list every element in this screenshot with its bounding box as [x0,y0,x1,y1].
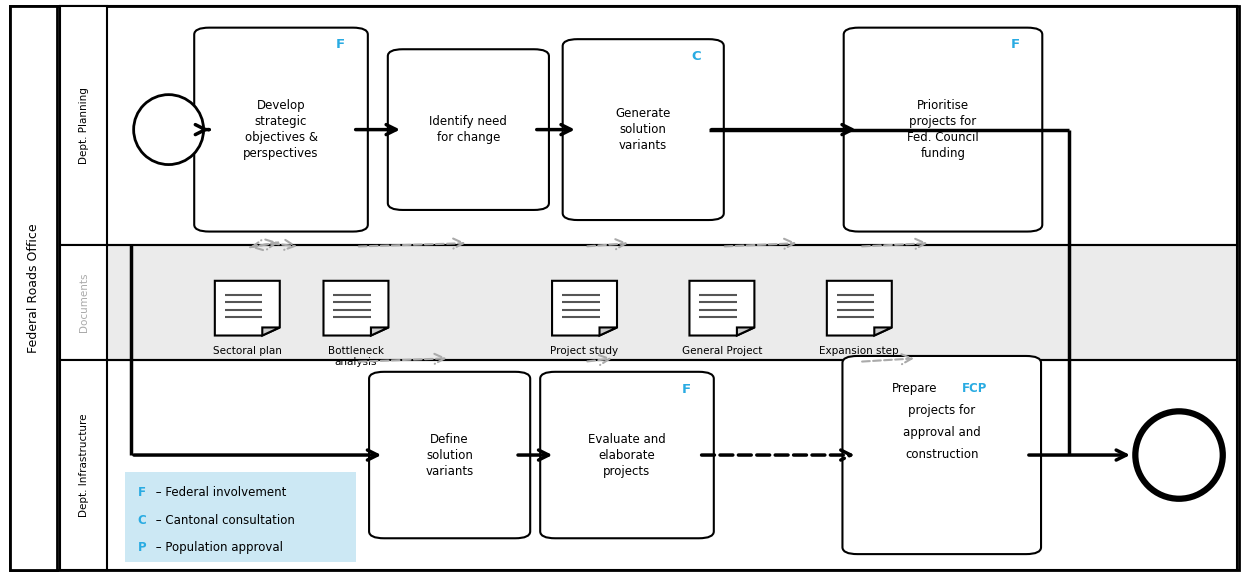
Text: Generate
solution
variants: Generate solution variants [616,107,671,152]
Text: C: C [137,514,146,526]
Text: Prepare: Prepare [892,382,937,395]
Polygon shape [874,327,892,335]
FancyBboxPatch shape [10,6,1239,570]
Polygon shape [323,281,388,335]
Polygon shape [371,327,388,335]
Text: FCP: FCP [962,382,987,395]
FancyBboxPatch shape [843,28,1042,232]
Text: F: F [682,382,691,396]
Text: F: F [1010,39,1019,51]
Polygon shape [600,327,617,335]
Text: Documents: Documents [79,272,89,332]
Ellipse shape [1135,411,1223,499]
Text: Bottleneck
analysis: Bottleneck analysis [328,346,383,367]
Polygon shape [827,281,892,335]
Text: Identify need
for change: Identify need for change [430,115,507,144]
FancyBboxPatch shape [387,50,550,210]
Text: – Cantonal consultation: – Cantonal consultation [152,514,295,526]
FancyBboxPatch shape [60,245,107,360]
FancyBboxPatch shape [60,360,107,570]
FancyBboxPatch shape [842,356,1042,554]
Text: General Project: General Project [682,346,762,356]
Text: – Population approval: – Population approval [152,541,284,554]
Text: approval and: approval and [903,426,980,439]
Polygon shape [262,327,280,335]
Text: – Federal involvement: – Federal involvement [152,486,287,499]
Text: Develop
strategic
objectives &
perspectives: Develop strategic objectives & perspecti… [244,99,318,160]
Text: Expansion step: Expansion step [819,346,899,356]
FancyBboxPatch shape [10,6,57,570]
Text: projects for: projects for [908,404,975,417]
FancyBboxPatch shape [60,6,107,245]
Text: Define
solution
variants: Define solution variants [426,433,473,478]
Polygon shape [552,281,617,335]
Text: Sectoral plan: Sectoral plan [212,346,282,356]
Text: Dept. Infrastructure: Dept. Infrastructure [79,414,89,517]
Polygon shape [215,281,280,335]
Text: P: P [137,541,146,554]
Polygon shape [689,281,754,335]
FancyBboxPatch shape [370,372,530,538]
FancyBboxPatch shape [540,372,713,538]
Polygon shape [737,327,754,335]
Text: Evaluate and
elaborate
projects: Evaluate and elaborate projects [588,433,666,478]
Text: Project study: Project study [551,346,618,356]
Text: construction: construction [906,448,978,461]
Ellipse shape [134,94,204,165]
FancyBboxPatch shape [125,472,356,562]
Text: Prioritise
projects for
Fed. Council
funding: Prioritise projects for Fed. Council fun… [907,99,979,160]
Text: F: F [137,486,145,499]
Text: Dept. Planning: Dept. Planning [79,87,89,164]
FancyBboxPatch shape [195,28,367,232]
Text: Federal Roads Office: Federal Roads Office [27,223,40,353]
FancyBboxPatch shape [562,39,724,220]
Text: C: C [692,50,701,63]
FancyBboxPatch shape [107,245,1237,360]
Text: F: F [336,39,345,51]
